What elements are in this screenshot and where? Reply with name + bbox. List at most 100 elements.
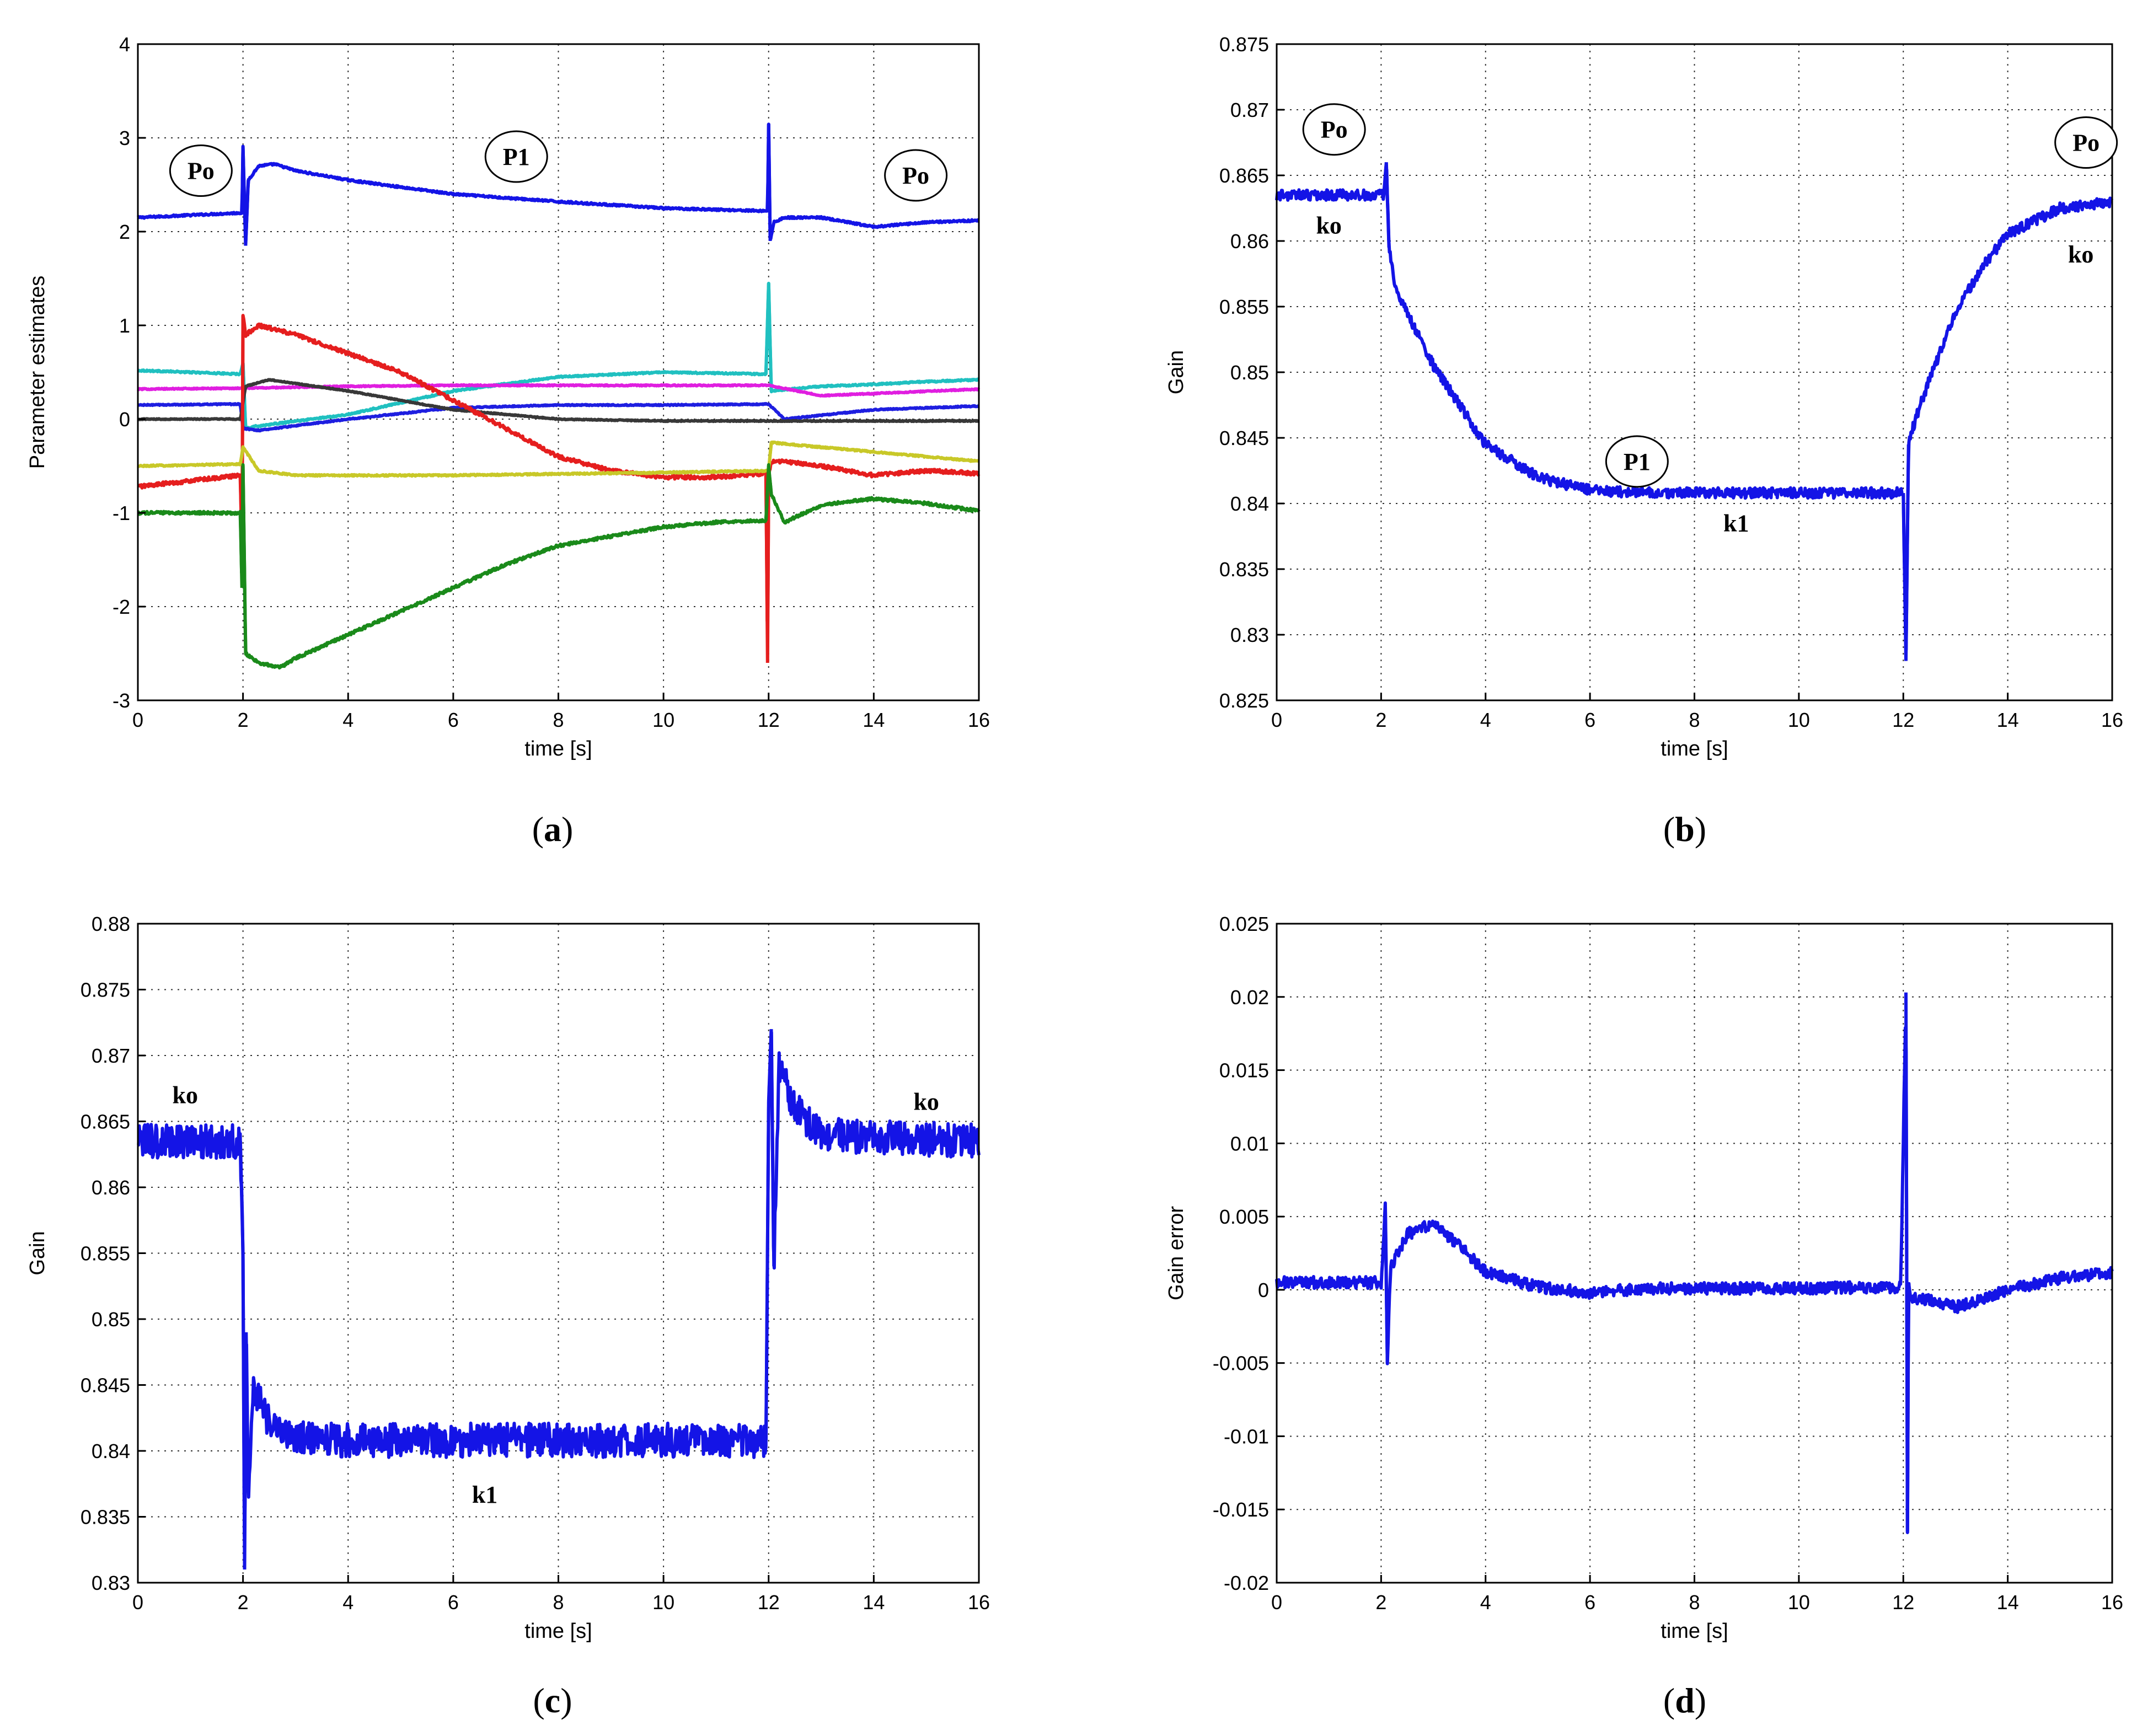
x-tick-label: 0 <box>132 1591 143 1614</box>
x-tick-label: 2 <box>1375 709 1386 731</box>
x-tick-label: 2 <box>238 1591 249 1614</box>
y-tick-label: 0.85 <box>92 1308 130 1331</box>
plot-frame <box>1276 923 2113 1584</box>
panel-b-chart: 0 2 4 6 8 10 12 14 16 0.825 0.83 0.835 0.84 0.845 0.85… <box>1165 33 2123 849</box>
x-tick-label: 8 <box>1689 1591 1700 1614</box>
annotation-label: Po <box>1321 116 1348 143</box>
annotation-circle <box>484 130 548 183</box>
x-tick-label: 16 <box>968 709 990 731</box>
x-tick-label: 8 <box>1689 709 1700 731</box>
x-tick-label: 2 <box>1375 1591 1386 1614</box>
panel-d-chart: 0 2 4 6 8 10 12 14 16 -0.02 -0.015 -0.01 -0.005 0 0.00… <box>1165 913 2123 1720</box>
y-axis-label: Gain <box>26 1231 49 1275</box>
x-tick-label: 10 <box>652 1591 674 1614</box>
x-tick-label: 14 <box>1997 1591 2019 1614</box>
panel-caption-letter: a <box>544 810 561 849</box>
x-tick-label: 12 <box>1892 1591 1914 1614</box>
panel-caption: (c) <box>533 1681 572 1720</box>
x-tick-label: 2 <box>238 709 249 731</box>
y-tick-label: 0.83 <box>92 1572 130 1594</box>
y-tick-label: -2 <box>113 596 130 618</box>
annotation-circle <box>884 149 948 202</box>
annotation-label: ko <box>1316 212 1341 239</box>
x-tick-label: 14 <box>863 709 885 731</box>
y-tick-label: 0.875 <box>1219 33 1269 56</box>
y-tick-label: 0.01 <box>1230 1132 1269 1155</box>
series-line-param-6 <box>137 314 981 623</box>
annotation-label: k1 <box>1723 510 1749 537</box>
y-tick-label: 0.855 <box>81 1242 130 1265</box>
y-tick-label: 0.865 <box>1219 164 1269 187</box>
x-tick-label: 4 <box>1480 709 1491 731</box>
annotation-circle <box>1302 103 1366 156</box>
x-tick-label: 14 <box>1997 709 2019 731</box>
annotation-circle <box>1605 435 1669 488</box>
y-tick-label: 0.845 <box>1219 427 1269 449</box>
panel-caption: (b) <box>1663 810 1706 849</box>
y-tick-label: 0.88 <box>92 913 130 935</box>
x-tick-label: 6 <box>448 709 459 731</box>
x-tick-label: 12 <box>758 709 780 731</box>
series-line-measured-gain <box>137 1030 981 1539</box>
x-tick-label: 4 <box>342 1591 354 1614</box>
y-tick-label: 0.84 <box>1230 492 1269 515</box>
y-tick-label: -0.01 <box>1224 1425 1269 1448</box>
x-tick-label: 6 <box>1584 709 1595 731</box>
x-tick-label: 12 <box>758 1591 780 1614</box>
y-tick-label: -0.015 <box>1213 1498 1269 1521</box>
y-tick-label: 0.86 <box>1230 230 1269 253</box>
x-tick-label: 10 <box>1788 709 1810 731</box>
series-spike-measured-gain <box>238 1029 776 1570</box>
y-tick-label: 1 <box>119 314 130 337</box>
annotation-label: P1 <box>503 143 530 170</box>
y-tick-label: 0.87 <box>92 1044 130 1067</box>
series-line-param-5 <box>137 378 980 424</box>
panel-caption-letter: d <box>1675 1681 1695 1720</box>
y-tick-label: 0.845 <box>81 1374 130 1397</box>
panel-caption: (a) <box>532 810 574 849</box>
series-spike-gain-estimate <box>1381 162 1910 661</box>
y-tick-label: 0 <box>119 408 130 431</box>
y-tick-label: 0.83 <box>1230 624 1269 646</box>
annotation-circle <box>169 144 233 197</box>
x-axis-label: time [s] <box>1661 1620 1728 1643</box>
y-tick-label: 0.835 <box>81 1506 130 1529</box>
series-line-param-3 <box>136 383 981 398</box>
x-tick-label: 0 <box>1271 709 1282 731</box>
annotation-label: k1 <box>472 1481 497 1508</box>
x-axis-label: time [s] <box>524 737 592 760</box>
series-line-gain-error <box>1275 1026 2114 1534</box>
x-tick-label: 10 <box>1788 1591 1810 1614</box>
y-tick-label: 0.02 <box>1230 986 1269 1009</box>
x-tick-label: 8 <box>553 1591 564 1614</box>
x-tick-label: 10 <box>652 709 674 731</box>
x-tick-label: 4 <box>342 709 354 731</box>
annotation-label: ko <box>2068 241 2093 268</box>
x-tick-label: 16 <box>968 1591 990 1614</box>
annotation-label: P1 <box>1624 448 1651 475</box>
plot-frame <box>137 43 980 701</box>
x-axis-label: time [s] <box>1661 737 1728 760</box>
y-tick-label: 3 <box>119 127 130 149</box>
y-tick-label: 0.025 <box>1219 913 1269 935</box>
annotation-label: Po <box>188 158 215 185</box>
series-spike-param-6 <box>238 315 773 663</box>
y-tick-label: 0 <box>1258 1279 1269 1301</box>
y-tick-label: -0.02 <box>1224 1572 1269 1594</box>
y-tick-label: 0.015 <box>1219 1059 1269 1082</box>
x-tick-label: 4 <box>1480 1591 1491 1614</box>
series-spike-param-8 <box>238 465 773 654</box>
x-tick-label: 12 <box>1892 709 1914 731</box>
series-line-param-7 <box>137 440 980 478</box>
y-tick-label: 0.825 <box>1219 689 1269 712</box>
panel-caption-letter: c <box>545 1681 560 1720</box>
y-tick-label: 0.855 <box>1219 296 1269 318</box>
x-axis-label: time [s] <box>524 1620 592 1643</box>
series-spike-param-7 <box>238 442 773 471</box>
y-tick-label: 0.875 <box>81 979 130 1001</box>
annotation-label: Po <box>2072 130 2099 157</box>
x-tick-label: 14 <box>863 1591 885 1614</box>
panel-caption: (d) <box>1663 1681 1706 1720</box>
y-tick-label: 0.85 <box>1230 361 1269 384</box>
